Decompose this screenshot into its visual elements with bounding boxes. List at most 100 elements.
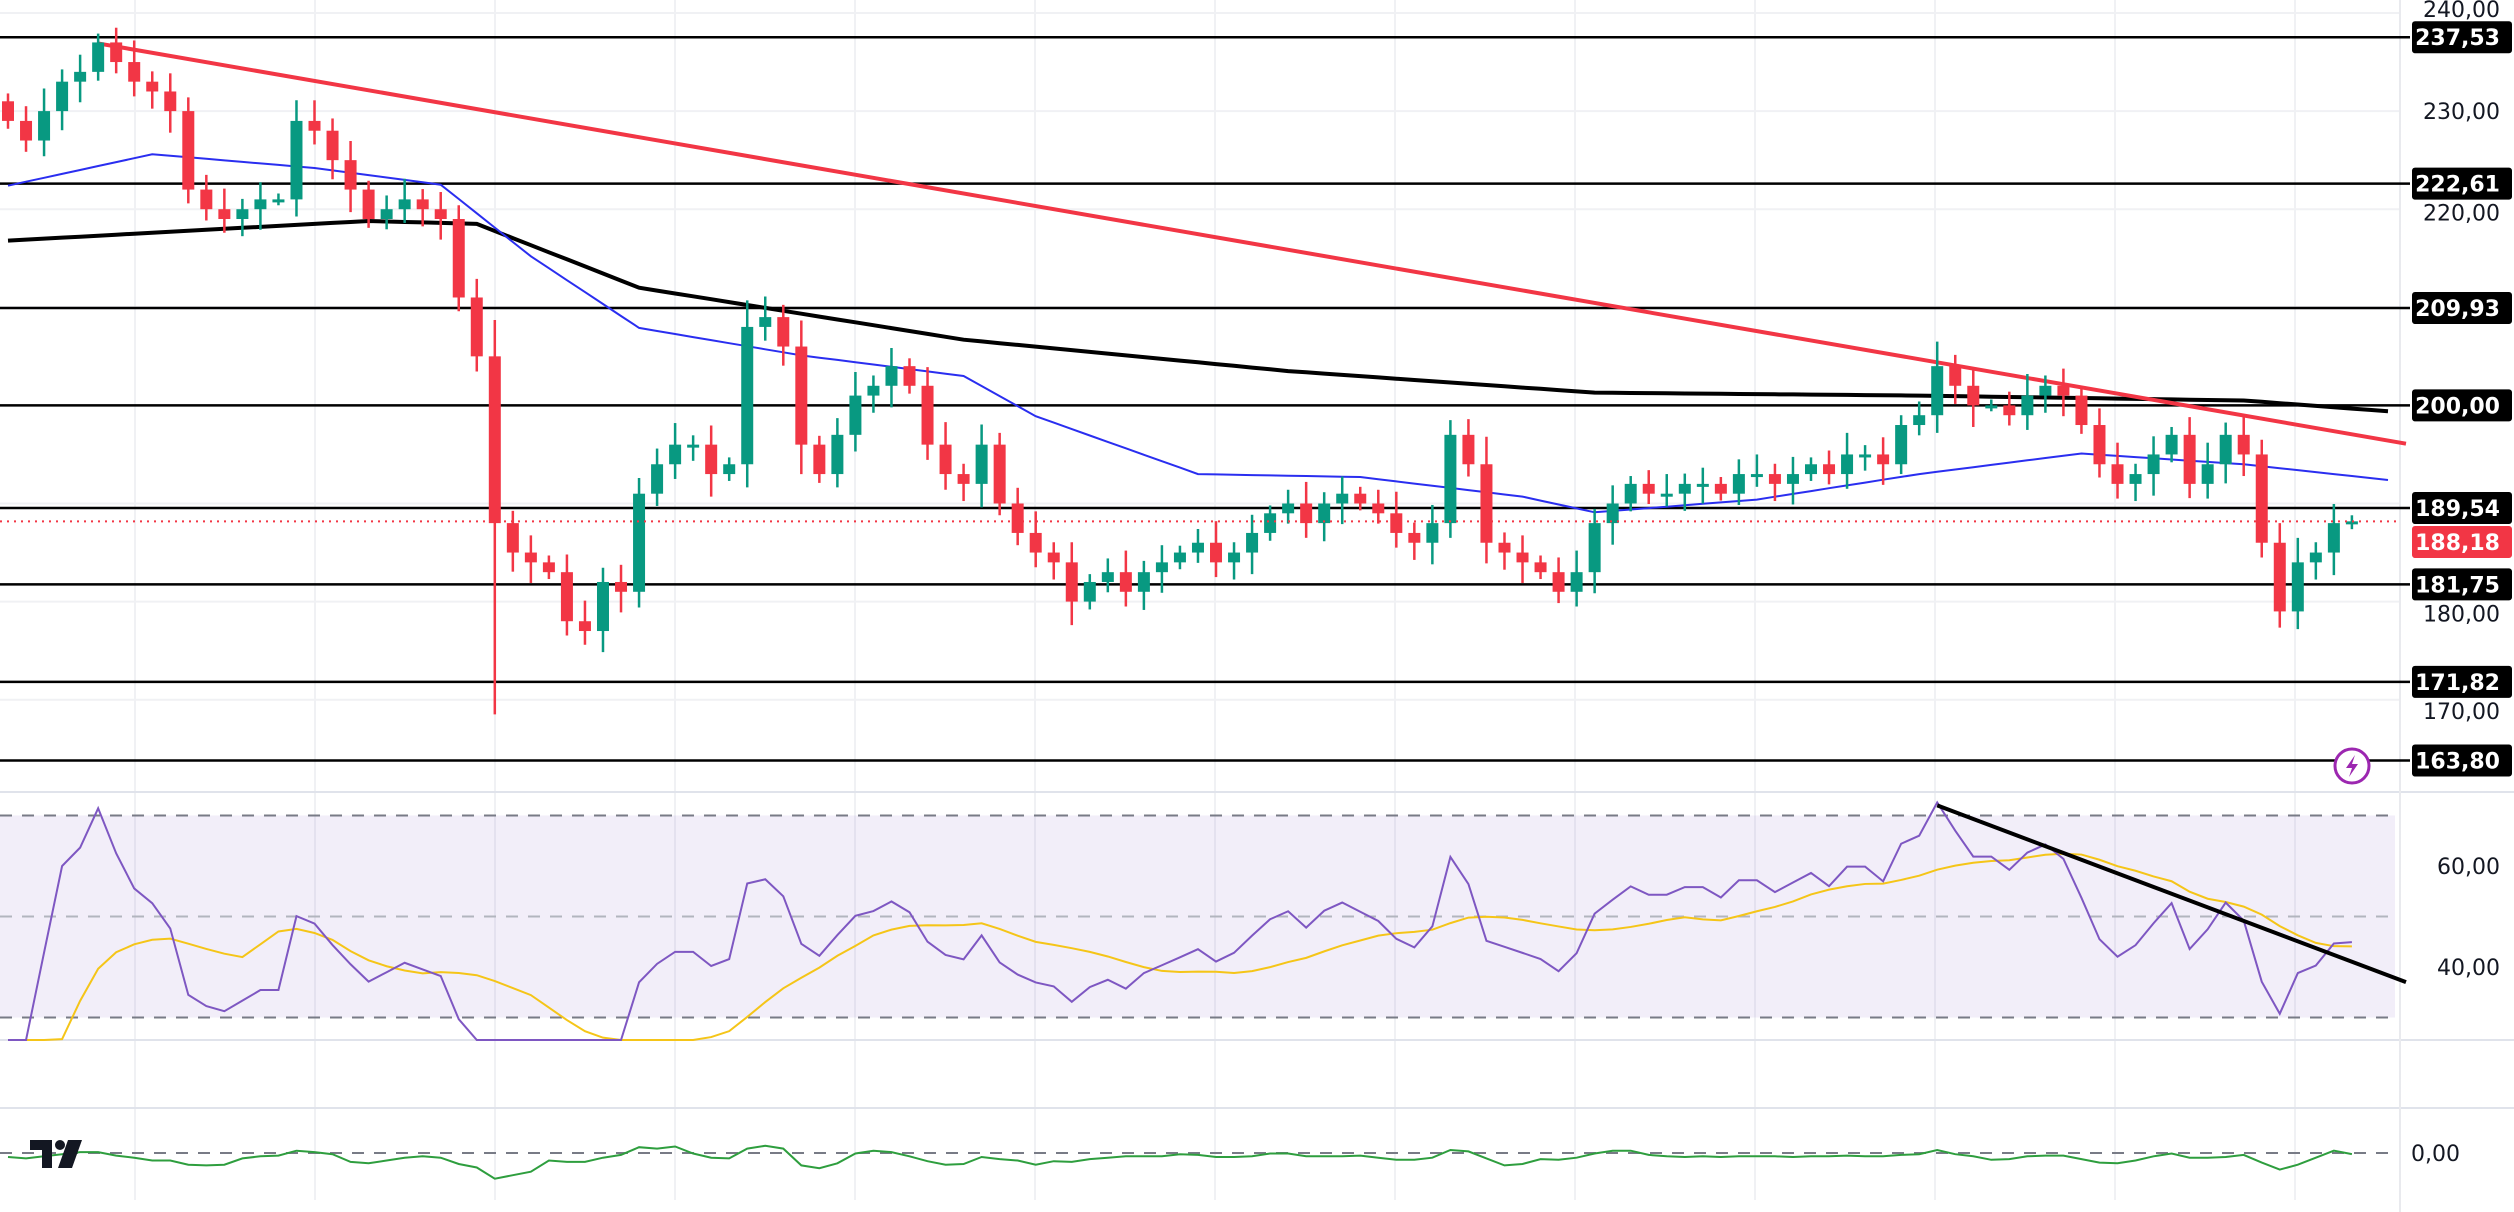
candle xyxy=(110,27,123,74)
candle xyxy=(903,358,916,394)
candle xyxy=(200,174,213,221)
candle-body xyxy=(1011,503,1024,533)
candle xyxy=(128,40,141,97)
candle xyxy=(2237,416,2250,477)
candle-body xyxy=(254,199,267,210)
candle-body xyxy=(1498,542,1511,553)
candle xyxy=(2093,408,2106,478)
candle-body xyxy=(1985,405,1998,409)
candle-body xyxy=(434,209,447,220)
candle-body xyxy=(1101,572,1114,582)
candle xyxy=(1300,481,1313,538)
candle-body xyxy=(813,444,826,475)
candle xyxy=(723,457,736,481)
candle xyxy=(236,198,249,237)
candle-body xyxy=(1444,434,1457,524)
candle xyxy=(633,477,646,608)
candle-body xyxy=(1967,385,1980,406)
price-axis-tick: 180,00 xyxy=(2423,602,2500,627)
candle-body xyxy=(669,444,682,465)
candle xyxy=(470,278,483,372)
candle-body xyxy=(56,81,69,112)
candle xyxy=(1498,532,1511,570)
candle xyxy=(1714,477,1727,501)
candle xyxy=(1678,473,1691,511)
candle xyxy=(1859,445,1872,471)
candle-body xyxy=(578,621,591,632)
alert-icon[interactable] xyxy=(2333,747,2371,785)
candle-body xyxy=(20,120,33,141)
candle-body xyxy=(506,523,519,553)
candle-body xyxy=(110,42,123,63)
candle xyxy=(795,320,808,475)
level-label-bg xyxy=(2412,665,2512,698)
candle-body xyxy=(1786,474,1799,484)
candle xyxy=(2291,537,2304,630)
candle xyxy=(1877,437,1890,485)
candle xyxy=(578,600,591,645)
candle xyxy=(1642,470,1655,504)
last-price-bg xyxy=(2412,526,2512,559)
candle-body xyxy=(2309,552,2322,563)
candle-body xyxy=(759,317,772,327)
candle-body xyxy=(2093,425,2106,465)
candle xyxy=(741,300,754,488)
candle xyxy=(1101,558,1114,593)
candle-body xyxy=(2039,385,2052,396)
candle xyxy=(1805,457,1817,481)
candle-body xyxy=(1949,366,1962,386)
candle-body xyxy=(1300,503,1313,524)
level-label-bg xyxy=(2412,21,2512,54)
candle-body xyxy=(1372,503,1385,514)
candle xyxy=(1372,489,1385,524)
ma200-line xyxy=(7,218,2389,414)
candle xyxy=(849,372,862,452)
rsi-pane[interactable]: 60,00 40,00 xyxy=(0,800,2500,1041)
candle xyxy=(1823,450,1836,485)
price-axis[interactable]: 237,53 222,61 209,93 200,00 189,54 181,75 171,… xyxy=(2412,0,2512,777)
candle-body xyxy=(92,42,105,72)
candle-body xyxy=(1264,513,1277,533)
candle-body xyxy=(1750,474,1763,478)
candle-body xyxy=(1029,532,1042,553)
candle xyxy=(182,97,195,204)
candle xyxy=(74,54,87,103)
price-pane[interactable] xyxy=(0,27,2410,762)
candle-body xyxy=(831,434,844,475)
candle-body xyxy=(2201,464,2214,484)
candle xyxy=(1841,432,1854,489)
candle-body xyxy=(2237,434,2250,455)
candle-body xyxy=(2129,474,2142,484)
candle-body xyxy=(1696,483,1709,487)
candle-body xyxy=(398,199,411,210)
candle xyxy=(1354,486,1367,511)
candle xyxy=(452,205,465,312)
candle-body xyxy=(1588,523,1601,573)
candle-body xyxy=(849,395,862,435)
candle-body xyxy=(1137,572,1150,592)
price-axis-tick: 220,00 xyxy=(2423,202,2500,227)
candle-body xyxy=(687,444,700,448)
momentum-axis-tick: 0,00 xyxy=(2411,1142,2460,1167)
level-price-label: 189,54 xyxy=(2412,492,2512,525)
candle-body xyxy=(560,572,573,622)
candle xyxy=(1408,522,1421,560)
candle-body xyxy=(1426,523,1439,543)
candle xyxy=(1624,476,1637,512)
candle-body xyxy=(38,111,51,141)
candle-body xyxy=(1534,562,1547,573)
candle xyxy=(615,564,628,613)
candle-body xyxy=(2165,434,2178,455)
candle-body xyxy=(723,464,736,475)
candle xyxy=(1390,491,1403,548)
candle xyxy=(1137,560,1150,610)
level-label-bg xyxy=(2412,568,2512,601)
candle-body xyxy=(705,444,718,475)
level-label-text: 181,75 xyxy=(2415,573,2500,598)
candle xyxy=(1173,545,1186,570)
candle-body xyxy=(1624,483,1637,504)
last-price-text: 188,18 xyxy=(2415,531,2500,556)
momentum-pane[interactable]: 0,00 xyxy=(0,1142,2460,1180)
candle-body xyxy=(975,444,988,484)
